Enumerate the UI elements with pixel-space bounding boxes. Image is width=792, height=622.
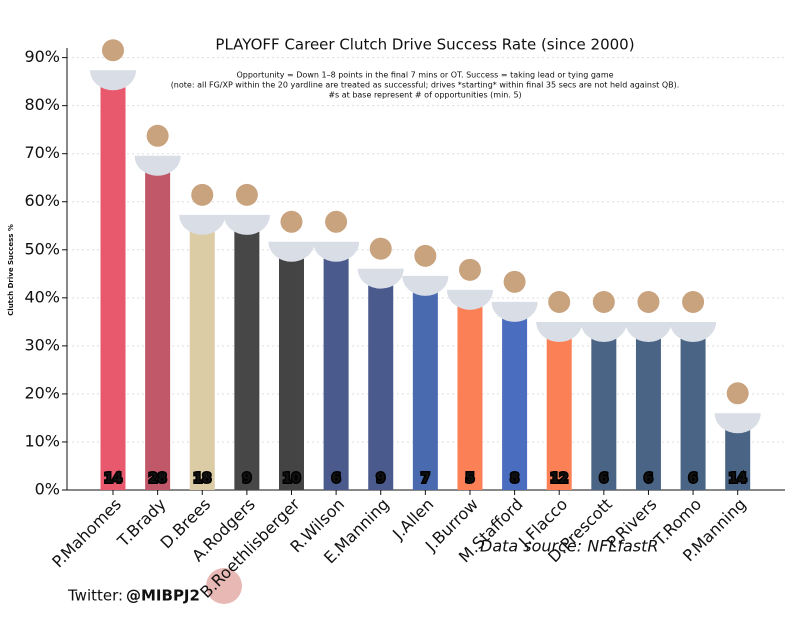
opportunity-count: 18 xyxy=(193,472,211,487)
avatar xyxy=(206,568,242,604)
opportunity-count: 14 xyxy=(729,472,747,487)
player-photo xyxy=(268,241,315,262)
subtitle: Opportunity = Down 1–8 points in the fin… xyxy=(236,71,613,80)
player-photo xyxy=(280,210,303,233)
player-photo xyxy=(357,268,404,289)
player-photo xyxy=(491,301,538,322)
player-photo xyxy=(369,237,392,260)
bar xyxy=(323,249,349,490)
player-photo xyxy=(592,291,615,314)
bar xyxy=(145,163,171,490)
opportunity-count: 9 xyxy=(242,472,251,487)
bar xyxy=(635,330,661,490)
player-photo xyxy=(548,291,571,314)
player-photo xyxy=(325,210,348,233)
player-photo xyxy=(503,270,526,293)
bar xyxy=(680,330,706,490)
bar xyxy=(546,330,572,490)
opportunity-count: 28 xyxy=(149,472,167,487)
source: Data source: NFLfastR xyxy=(480,537,659,556)
player-photo xyxy=(146,124,169,147)
bar xyxy=(189,222,215,490)
bar xyxy=(368,276,394,490)
y-tick-label: 70% xyxy=(24,143,60,162)
credit-label: Twitter: xyxy=(67,587,123,605)
player-photo xyxy=(313,241,360,262)
player-photo xyxy=(714,413,761,434)
chart-title: PLAYOFF Career Clutch Drive Success Rate… xyxy=(215,36,634,54)
player-photo xyxy=(414,244,437,267)
player-photo xyxy=(682,291,705,314)
y-tick-label: 40% xyxy=(24,287,60,306)
bar xyxy=(234,222,260,490)
opportunity-count: 5 xyxy=(465,472,474,487)
opportunity-count: 9 xyxy=(376,472,385,487)
y-tick-label: 60% xyxy=(24,191,60,210)
opportunity-count: 8 xyxy=(510,472,519,487)
y-tick-label: 10% xyxy=(24,431,60,450)
subtitle: (note: all FG/XP within the 20 yardline … xyxy=(171,81,680,90)
opportunity-count: 6 xyxy=(332,472,341,487)
player-photo xyxy=(670,322,717,343)
y-tick-label: 80% xyxy=(24,95,60,114)
player-photo xyxy=(134,155,181,176)
player-photo xyxy=(726,382,749,405)
y-tick-label: 90% xyxy=(24,47,60,66)
bar xyxy=(100,78,126,490)
y-tick-label: 50% xyxy=(24,239,60,258)
opportunity-count: 6 xyxy=(644,472,653,487)
opportunity-count: 14 xyxy=(104,472,122,487)
player-photo xyxy=(191,183,214,206)
player-photo xyxy=(90,70,137,91)
player-photo xyxy=(402,275,449,296)
player-photo xyxy=(458,258,481,281)
y-tick-label: 30% xyxy=(24,335,60,354)
player-photo xyxy=(580,322,627,343)
player-photo xyxy=(102,39,125,62)
opportunity-count: 6 xyxy=(599,472,608,487)
opportunity-count: 6 xyxy=(689,472,698,487)
player-photo xyxy=(446,289,493,310)
bar xyxy=(412,283,438,490)
opportunity-count: 12 xyxy=(550,472,568,487)
player-photo xyxy=(179,214,226,235)
player-photo xyxy=(235,183,258,206)
player-photo xyxy=(625,322,672,343)
y-axis-label: Clutch Drive Success % xyxy=(7,224,15,316)
y-tick-label: 20% xyxy=(24,383,60,402)
player-photo xyxy=(536,322,583,343)
credit-handle: @MIBPJ2 xyxy=(126,587,200,605)
bar xyxy=(457,297,483,490)
bar xyxy=(591,330,617,490)
bar xyxy=(278,249,304,490)
subtitle: #s at base represent # of opportunities … xyxy=(328,91,521,100)
player-photo xyxy=(223,214,270,235)
bar xyxy=(502,309,528,490)
y-tick-label: 0% xyxy=(35,480,60,499)
opportunity-count: 7 xyxy=(421,472,430,487)
x-tick-label: P.Mahomes xyxy=(48,495,125,572)
player-photo xyxy=(637,291,660,314)
opportunity-count: 10 xyxy=(282,472,300,487)
